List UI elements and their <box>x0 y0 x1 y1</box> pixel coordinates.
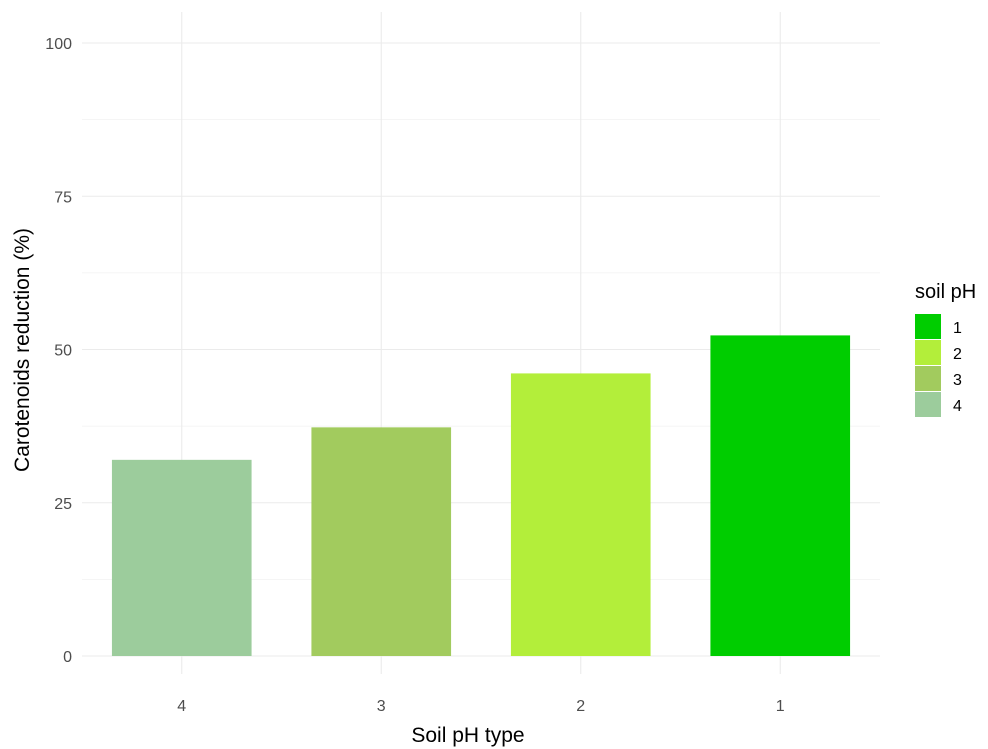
y-tick-label: 0 <box>63 649 72 666</box>
legend-items: 1 2 3 4 <box>915 314 962 417</box>
y-tick-label: 50 <box>54 343 72 360</box>
bars <box>111 335 851 656</box>
legend-label: 1 <box>953 320 962 337</box>
legend-label: 4 <box>953 398 962 415</box>
legend-key-4 <box>915 392 941 417</box>
legend-label: 2 <box>953 346 962 363</box>
bar-soil-ph-4 <box>111 459 252 656</box>
legend: soil pH 1 2 3 4 <box>915 281 976 417</box>
legend-key-3 <box>915 366 941 391</box>
y-tick-label: 25 <box>54 496 72 513</box>
legend-label: 3 <box>953 372 962 389</box>
x-axis-title: Soil pH type <box>411 724 524 747</box>
x-tick-label: 2 <box>576 698 585 715</box>
y-axis-title: Carotenoids reduction (%) <box>11 228 34 472</box>
bar-soil-ph-3 <box>311 427 452 656</box>
y-axis-tick-labels: 0 25 50 75 100 <box>45 36 72 666</box>
y-tick-label: 100 <box>45 36 72 53</box>
bar-soil-ph-2 <box>510 373 651 656</box>
legend-key-1 <box>915 314 941 339</box>
x-tick-label: 4 <box>177 698 186 715</box>
legend-title: soil pH <box>915 281 976 303</box>
x-tick-label: 3 <box>377 698 386 715</box>
x-tick-label: 1 <box>776 698 785 715</box>
x-axis-tick-labels: 4 3 2 1 <box>177 698 785 715</box>
legend-key-2 <box>915 340 941 365</box>
y-tick-label: 75 <box>54 189 72 206</box>
bar-soil-ph-1 <box>710 335 851 656</box>
